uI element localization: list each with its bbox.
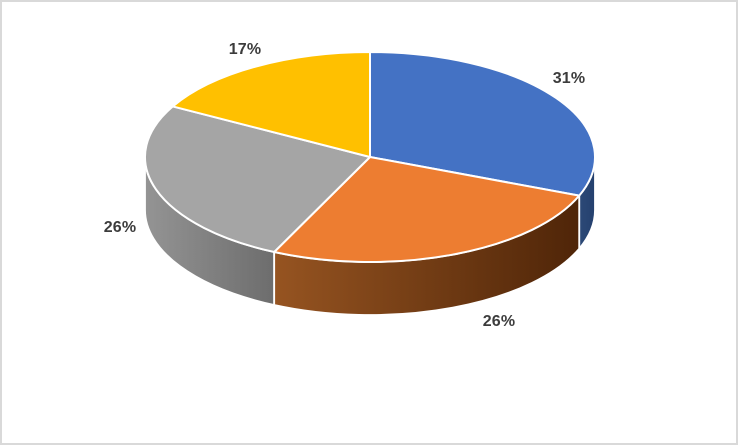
data-label-diferimento-de-obrigacao-acessoria: 17% [228,41,262,58]
pie-3d-chart[interactable] [2,2,738,362]
plot-area: 31% 26% 26% 17% [2,2,738,362]
data-label-reducao-de-carga-tributaria: 26% [103,219,137,236]
data-label-outras-medidas: 26% [482,313,516,330]
pie-slice-1[interactable] [273,156,581,264]
legend: Diferimento do tributo Outras medidas Re… [2,362,736,443]
pie-slice-0[interactable] [369,51,596,197]
data-label-diferimento-do-tributo: 31% [552,70,586,87]
pie-slice-3[interactable] [171,51,371,158]
